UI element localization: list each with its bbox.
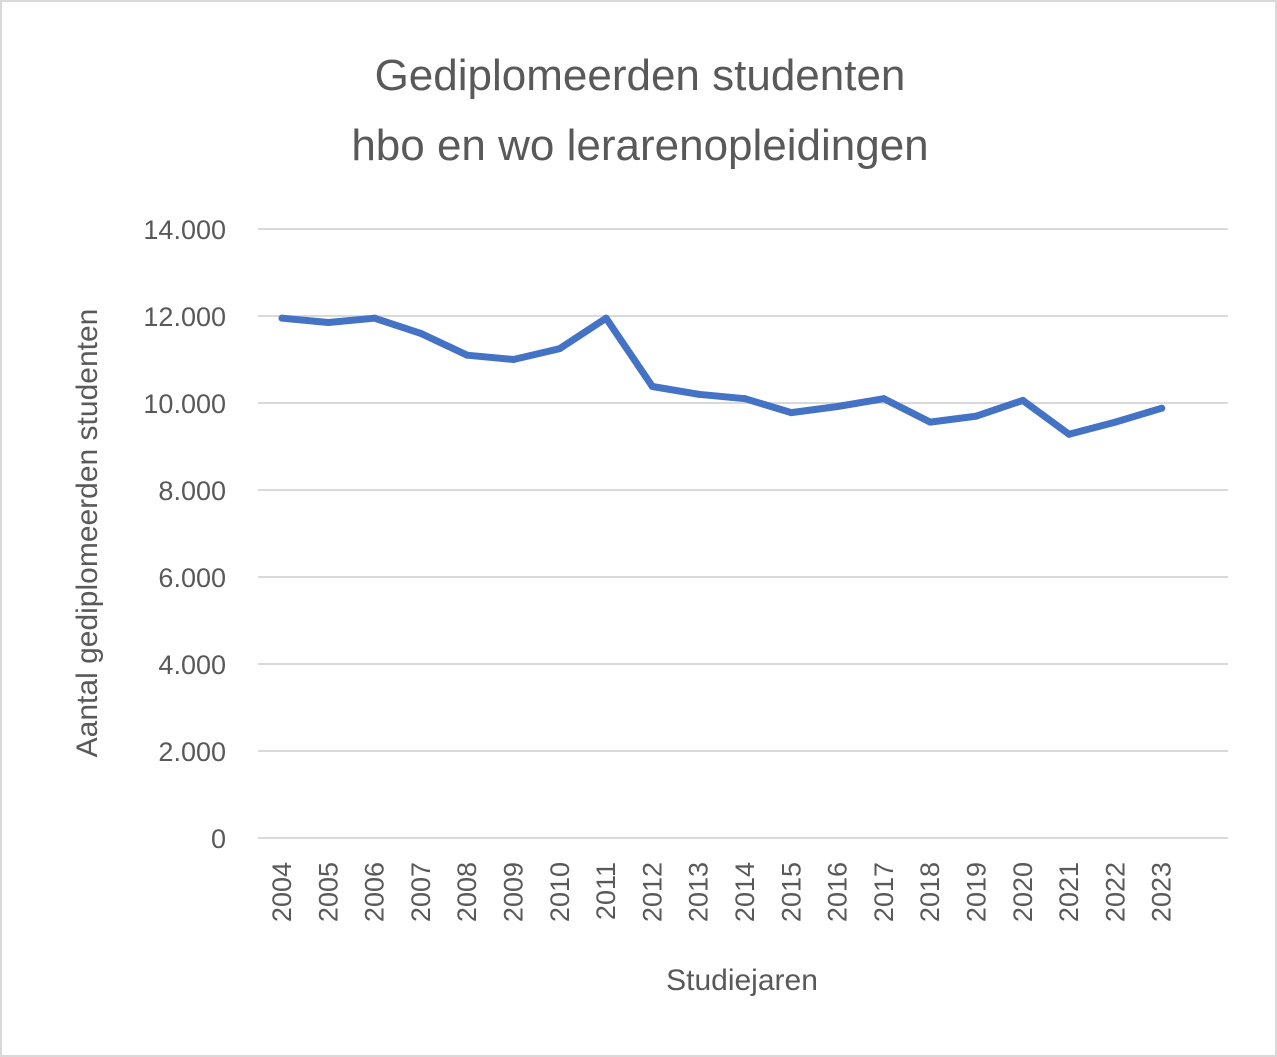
x-tick-label: 2019 [962, 862, 992, 922]
data-point [648, 382, 656, 390]
data-point [787, 409, 795, 417]
chart-title-line-2: hbo en wo lerarenopleidingen [351, 121, 928, 170]
gridlines [258, 228, 1228, 839]
y-tick-label: 4.000 [158, 650, 226, 680]
x-tick-label: 2013 [684, 862, 714, 922]
chart-title-line-1: Gediplomeerden studenten [375, 51, 906, 100]
chart-title: Gediplomeerden studenten hbo en wo lerar… [351, 51, 928, 170]
x-tick-label: 2014 [730, 862, 760, 922]
y-tick-label: 10.000 [143, 389, 226, 419]
x-tick-label: 2016 [823, 862, 853, 922]
x-tick-label: 2004 [267, 862, 297, 922]
x-axis-label: Studiejaren [666, 964, 818, 997]
x-tick-label: 2022 [1100, 862, 1130, 922]
x-tick-label: 2006 [360, 862, 390, 922]
data-point [880, 395, 888, 403]
data-point [324, 319, 332, 327]
data-point [741, 395, 749, 403]
data-point [1065, 430, 1073, 438]
x-tick-label: 2018 [915, 862, 945, 922]
y-tick-label: 0 [211, 824, 226, 854]
y-tick-label: 6.000 [158, 563, 226, 593]
data-point [371, 314, 379, 322]
data-point [973, 412, 980, 420]
x-tick-label: 2010 [545, 862, 575, 922]
data-point [278, 314, 286, 322]
x-tick-label: 2012 [637, 862, 667, 922]
data-point [417, 329, 425, 337]
data-point [1158, 404, 1166, 412]
x-axis-ticks: 2004 2005 2006 2007 2008 2009 2010 2011 2012 2013… [267, 862, 1177, 922]
x-tick-label: 2009 [499, 862, 529, 922]
data-point [556, 345, 564, 353]
y-tick-label: 14.000 [143, 215, 226, 245]
data-point [1019, 396, 1027, 404]
x-tick-label: 2023 [1147, 862, 1177, 922]
x-tick-label: 2011 [591, 862, 621, 920]
x-tick-label: 2005 [313, 862, 343, 922]
data-point [602, 314, 610, 322]
data-point [510, 356, 517, 363]
series-group [278, 314, 1166, 438]
y-axis-label: Aantal gediplomeerden studenten [71, 309, 104, 758]
x-tick-label: 2021 [1054, 862, 1084, 922]
data-point [926, 418, 934, 426]
data-point [463, 351, 471, 359]
x-tick-label: 2008 [452, 862, 482, 922]
y-tick-label: 2.000 [158, 737, 226, 767]
x-tick-label: 2017 [869, 862, 899, 922]
x-tick-label: 2020 [1008, 862, 1038, 922]
data-point [1111, 418, 1119, 426]
x-tick-label: 2007 [406, 862, 436, 922]
y-axis-ticks: 0 2.000 4.000 6.000 8.000 10.000 12.000 14.000 [143, 215, 226, 854]
series-line [278, 314, 1166, 438]
x-tick-label: 2015 [776, 862, 806, 922]
y-tick-label: 8.000 [158, 476, 226, 506]
data-point [695, 390, 703, 398]
y-tick-label: 12.000 [143, 302, 226, 332]
data-point [834, 402, 842, 410]
